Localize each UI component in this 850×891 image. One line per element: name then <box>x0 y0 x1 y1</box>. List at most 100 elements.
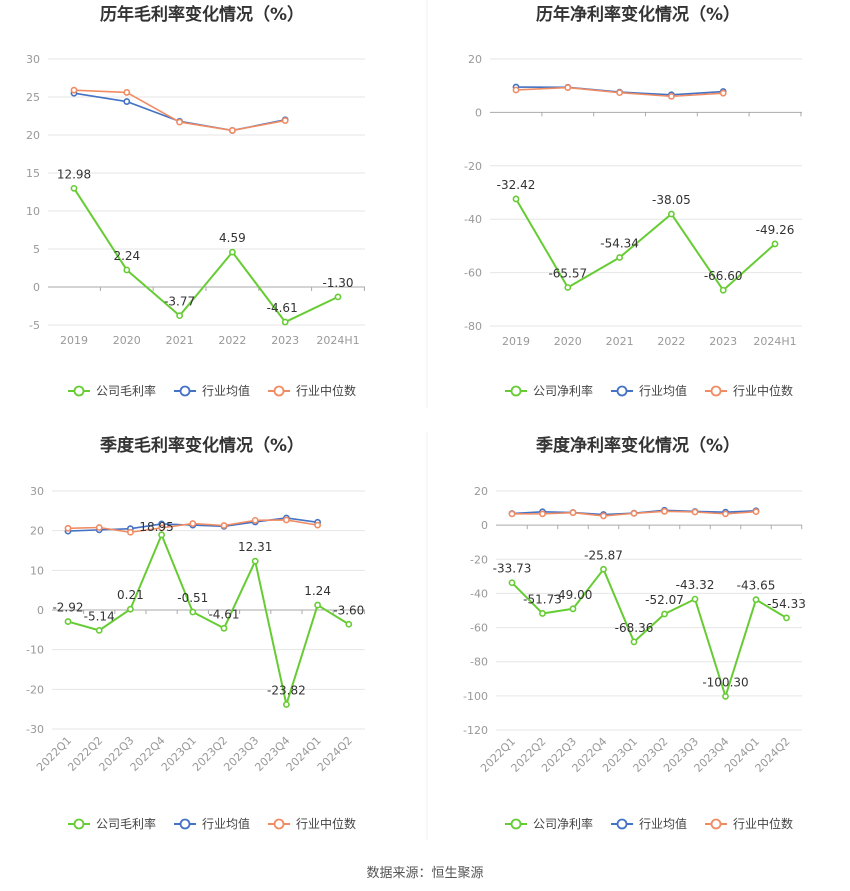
data-point <box>64 618 72 625</box>
legend-label: 行业均值 <box>639 816 687 831</box>
legend-label: 行业均值 <box>202 383 250 398</box>
chart-panel-3: 季度毛利率变化情况（%）3020100-10-20-302022Q12022Q2… <box>26 435 365 831</box>
legend-label: 行业均值 <box>202 816 250 831</box>
data-point <box>314 601 321 609</box>
data-point <box>70 86 78 94</box>
series-industry-median <box>64 516 321 536</box>
data-label: -33.73 <box>493 562 532 576</box>
legend-marker <box>510 385 522 397</box>
data-point <box>158 524 165 532</box>
data-label: 0.21 <box>117 588 144 602</box>
data-point <box>722 692 729 700</box>
legend-item-industry-median: 行业中位数 <box>268 383 356 398</box>
series-industry-median <box>512 84 727 100</box>
data-point <box>281 117 289 124</box>
data-point <box>752 596 760 604</box>
data-point <box>189 520 197 527</box>
data-label: -49.26 <box>756 223 795 237</box>
data-label: -38.05 <box>652 193 691 207</box>
legend-item-industry-avg: 行业均值 <box>174 816 250 831</box>
data-point <box>661 507 668 515</box>
legend-marker <box>273 818 285 830</box>
legend-marker <box>710 385 722 397</box>
data-point <box>64 524 72 532</box>
x-tick-label: 2021 <box>606 335 634 348</box>
x-tick-label: 2023 <box>271 334 299 347</box>
legend-item-company: 公司净利率 <box>505 383 593 398</box>
chart-title: 历年毛利率变化情况（%） <box>100 4 304 25</box>
data-label: -65.57 <box>548 266 587 280</box>
data-label: -4.61 <box>267 301 298 315</box>
legend-marker <box>73 385 85 397</box>
data-point <box>564 84 572 91</box>
data-point <box>569 509 577 517</box>
x-tick-label: 2020 <box>554 335 582 348</box>
series-company <box>508 565 790 700</box>
data-label: -66.60 <box>704 269 743 283</box>
data-label: 4.59 <box>219 231 246 245</box>
y-tick-label: 5 <box>33 243 40 256</box>
data-point <box>616 254 623 261</box>
data-point <box>176 312 183 320</box>
series-company <box>512 195 779 294</box>
data-label: 18.95 <box>139 520 173 534</box>
data-point <box>600 512 607 520</box>
data-point <box>282 701 290 708</box>
data-label: -4.61 <box>208 607 239 621</box>
legend-item-industry-avg: 行业均值 <box>611 383 687 398</box>
legend-item-industry-median: 行业中位数 <box>705 816 793 831</box>
y-tick-label: -20 <box>464 160 482 173</box>
data-label: -5.14 <box>84 609 115 623</box>
legend-label: 公司净利率 <box>533 816 593 831</box>
data-label: -54.33 <box>767 597 806 611</box>
data-label: -32.42 <box>497 178 536 192</box>
data-point <box>95 626 103 634</box>
legend: 公司净利率 行业均值 行业中位数 <box>505 816 793 831</box>
data-point <box>123 98 131 105</box>
data-point <box>668 210 675 218</box>
data-point <box>508 510 516 518</box>
legend-marker <box>510 818 522 830</box>
x-tick-label: 2024Q2 <box>315 734 355 774</box>
y-tick-label: 10 <box>30 564 44 577</box>
data-point <box>630 638 638 646</box>
series-line <box>515 198 776 292</box>
data-point <box>334 293 342 301</box>
x-tick-label: 2024H1 <box>753 335 796 348</box>
data-point <box>228 248 236 256</box>
data-point <box>539 610 546 617</box>
series-company <box>64 531 353 708</box>
y-tick-label: 25 <box>26 91 40 104</box>
y-tick-label: 15 <box>26 167 40 180</box>
data-point <box>616 89 623 97</box>
y-tick-label: -40 <box>464 213 482 226</box>
data-point <box>719 286 727 294</box>
data-label: -1.30 <box>322 276 353 290</box>
data-point <box>251 516 259 524</box>
y-tick-label: -80 <box>464 320 482 333</box>
y-tick-label: 10 <box>26 205 40 218</box>
y-tick-label: 0 <box>33 281 40 294</box>
legend-item-industry-median: 行业中位数 <box>705 383 793 398</box>
data-point <box>783 614 790 622</box>
series-company <box>70 184 342 326</box>
series-line <box>73 187 339 324</box>
x-tick-label: 2023 <box>709 335 737 348</box>
y-tick-label: 30 <box>26 53 40 66</box>
x-tick-label: 2019 <box>502 335 530 348</box>
data-point <box>189 608 197 616</box>
data-point <box>722 510 729 518</box>
data-label: 12.31 <box>238 540 272 554</box>
y-tick-label: 20 <box>474 485 488 498</box>
data-label: -49.00 <box>554 588 593 602</box>
x-tick-label: 2022 <box>657 335 685 348</box>
series-industry-median <box>70 86 289 134</box>
y-tick-label: -5 <box>29 319 40 332</box>
data-point <box>220 624 228 632</box>
series-line <box>511 568 788 698</box>
data-label: -43.65 <box>737 579 776 593</box>
data-label: -68.36 <box>615 621 654 635</box>
x-tick-label: 2019 <box>60 334 88 347</box>
chart-panel-1: 历年毛利率变化情况（%） 30 25 20 15 10 5 0 -5 2019 2020 2021 20… <box>26 4 365 398</box>
y-tick-label: -20 <box>470 553 488 566</box>
